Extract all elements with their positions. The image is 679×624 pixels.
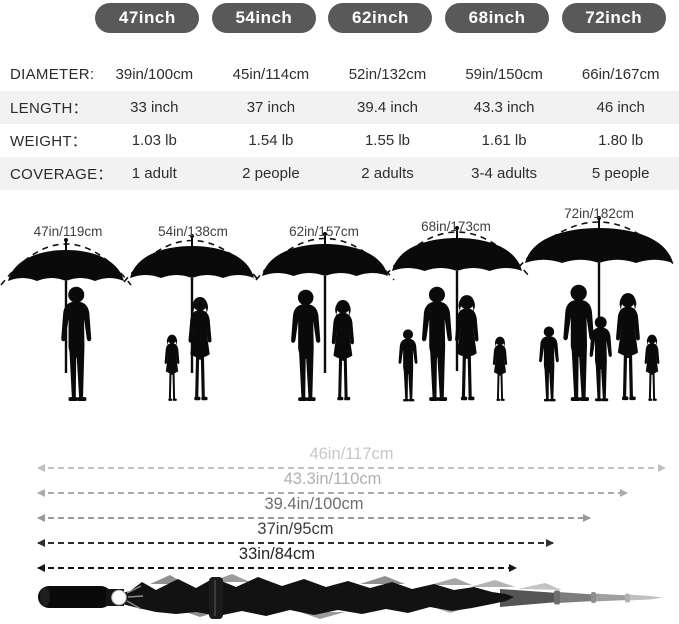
canopy-size-label-1: 47in/119cm xyxy=(33,224,103,239)
cell: 39in/100cm xyxy=(115,66,194,83)
silhouette-graphic xyxy=(0,216,677,402)
cell: 66in/167cm xyxy=(581,66,660,83)
length-arrow-39in: 39.4in/100cm xyxy=(37,495,591,522)
cell: 59in/150cm xyxy=(465,66,543,83)
cell: 1.80 lb xyxy=(598,132,644,149)
umbrella-canopy xyxy=(130,246,254,278)
person-silhouette xyxy=(164,334,180,401)
person-silhouette xyxy=(644,334,660,401)
size-badge-68inch: 68inch xyxy=(445,3,550,33)
table-row-coverage: COVERAGE： 1 adult 2 people 2 adults 3-4 … xyxy=(0,157,679,190)
umbrella-group-4 xyxy=(385,226,529,402)
table-row-diameter: DIAMETER: 39in/100cm 45in/114cm 52in/132… xyxy=(0,58,679,91)
umbrella-group-2 xyxy=(123,234,261,401)
length-arrow-37in: 37in/95cm xyxy=(37,520,554,547)
length-label: 37in/95cm xyxy=(257,520,334,538)
cell: 33 inch xyxy=(130,99,179,116)
cell: 43.3 inch xyxy=(473,99,535,116)
umbrella-canopy xyxy=(8,250,124,281)
cell: 37 inch xyxy=(246,99,296,116)
person-silhouette xyxy=(492,336,508,401)
length-label: 33in/84cm xyxy=(238,545,316,563)
person-silhouette xyxy=(539,326,559,402)
umbrella-group-5 xyxy=(518,216,677,402)
canopy-diagram: 47in/119cm 54in/138cm 62in/157cm 68in/17… xyxy=(0,193,679,430)
size-badge-62inch: 62inch xyxy=(328,3,433,33)
dimension-arrow-line xyxy=(37,464,666,472)
cell: 52in/132cm xyxy=(348,66,427,83)
umbrella-group-1 xyxy=(0,238,132,401)
cell: 2 adults xyxy=(361,165,414,182)
canopy-size-label-4: 68in/173cm xyxy=(421,219,491,234)
umbrella-handle xyxy=(38,586,112,608)
cell: 45in/114cm xyxy=(232,66,310,83)
cell: 39.4 inch xyxy=(357,99,418,116)
umbrella-group-3 xyxy=(255,232,395,402)
dimension-arrow-line xyxy=(37,489,628,497)
person-silhouette xyxy=(563,284,594,402)
canopy-size-label-2: 54in/138cm xyxy=(158,224,228,239)
length-label: 46in/117cm xyxy=(309,445,394,463)
length-arrow-46in: 46in/117cm xyxy=(37,445,666,472)
person-silhouette xyxy=(455,295,479,401)
table-row-length: LENGTH： 33 inch 37 inch 39.4 inch 43.3 i… xyxy=(0,91,679,124)
size-badge-47inch: 47inch xyxy=(95,3,200,33)
umbrella-canopy xyxy=(525,228,673,263)
size-badge-54inch: 54inch xyxy=(211,3,316,33)
canopy-size-label-5: 72in/182cm xyxy=(564,206,634,221)
cell: 1.54 lb xyxy=(248,132,294,149)
umbrella-canopy xyxy=(262,244,388,276)
length-label: 39.4in/100cm xyxy=(264,495,364,513)
closed-umbrella-graphic xyxy=(38,574,663,619)
cell: 5 people xyxy=(591,165,650,182)
person-silhouette xyxy=(616,293,640,401)
rib-tips xyxy=(126,585,144,610)
cell: 1.03 lb xyxy=(131,132,177,149)
cell: 2 people xyxy=(242,165,300,182)
person-silhouette xyxy=(331,300,355,401)
cell: 1 adult xyxy=(131,165,177,182)
cell: 46 inch xyxy=(596,99,645,116)
row-label: LENGTH： xyxy=(10,100,88,117)
size-badge-row: 47inch 54inch 62inch 68inch 72inch xyxy=(0,3,672,33)
spec-table: DIAMETER: 39in/100cm 45in/114cm 52in/132… xyxy=(0,58,679,190)
dimension-arrow-line xyxy=(37,564,517,572)
push-button xyxy=(111,589,127,606)
cell: 3-4 adults xyxy=(471,165,538,182)
person-silhouette xyxy=(291,289,321,402)
cell: 1.61 lb xyxy=(481,132,527,149)
row-label: DIAMETER: xyxy=(10,66,95,83)
handle-endcap xyxy=(40,587,50,607)
length-arrow-43in: 43.3in/110cm xyxy=(37,470,628,497)
dimension-arrow-line xyxy=(37,514,591,522)
canopy-size-label-3: 62in/157cm xyxy=(289,224,359,239)
dimension-arrow-line xyxy=(37,539,554,547)
strap-highlight xyxy=(214,580,216,616)
table-row-weight: WEIGHT： 1.03 lb 1.54 lb 1.55 lb 1.61 lb … xyxy=(0,124,679,157)
cell: 1.55 lb xyxy=(364,132,411,149)
row-label: COVERAGE： xyxy=(10,166,113,183)
length-label: 43.3in/110cm xyxy=(283,470,382,488)
person-silhouette xyxy=(421,286,452,401)
umbrella-canopy xyxy=(392,238,522,271)
umbrella-pole xyxy=(323,276,327,373)
size-badge-72inch: 72inch xyxy=(561,3,666,33)
umbrella-pole xyxy=(597,263,601,368)
person-silhouette xyxy=(398,329,418,402)
row-label: WEIGHT： xyxy=(10,133,88,150)
length-arrow-33in: 33in/84cm xyxy=(37,545,517,572)
